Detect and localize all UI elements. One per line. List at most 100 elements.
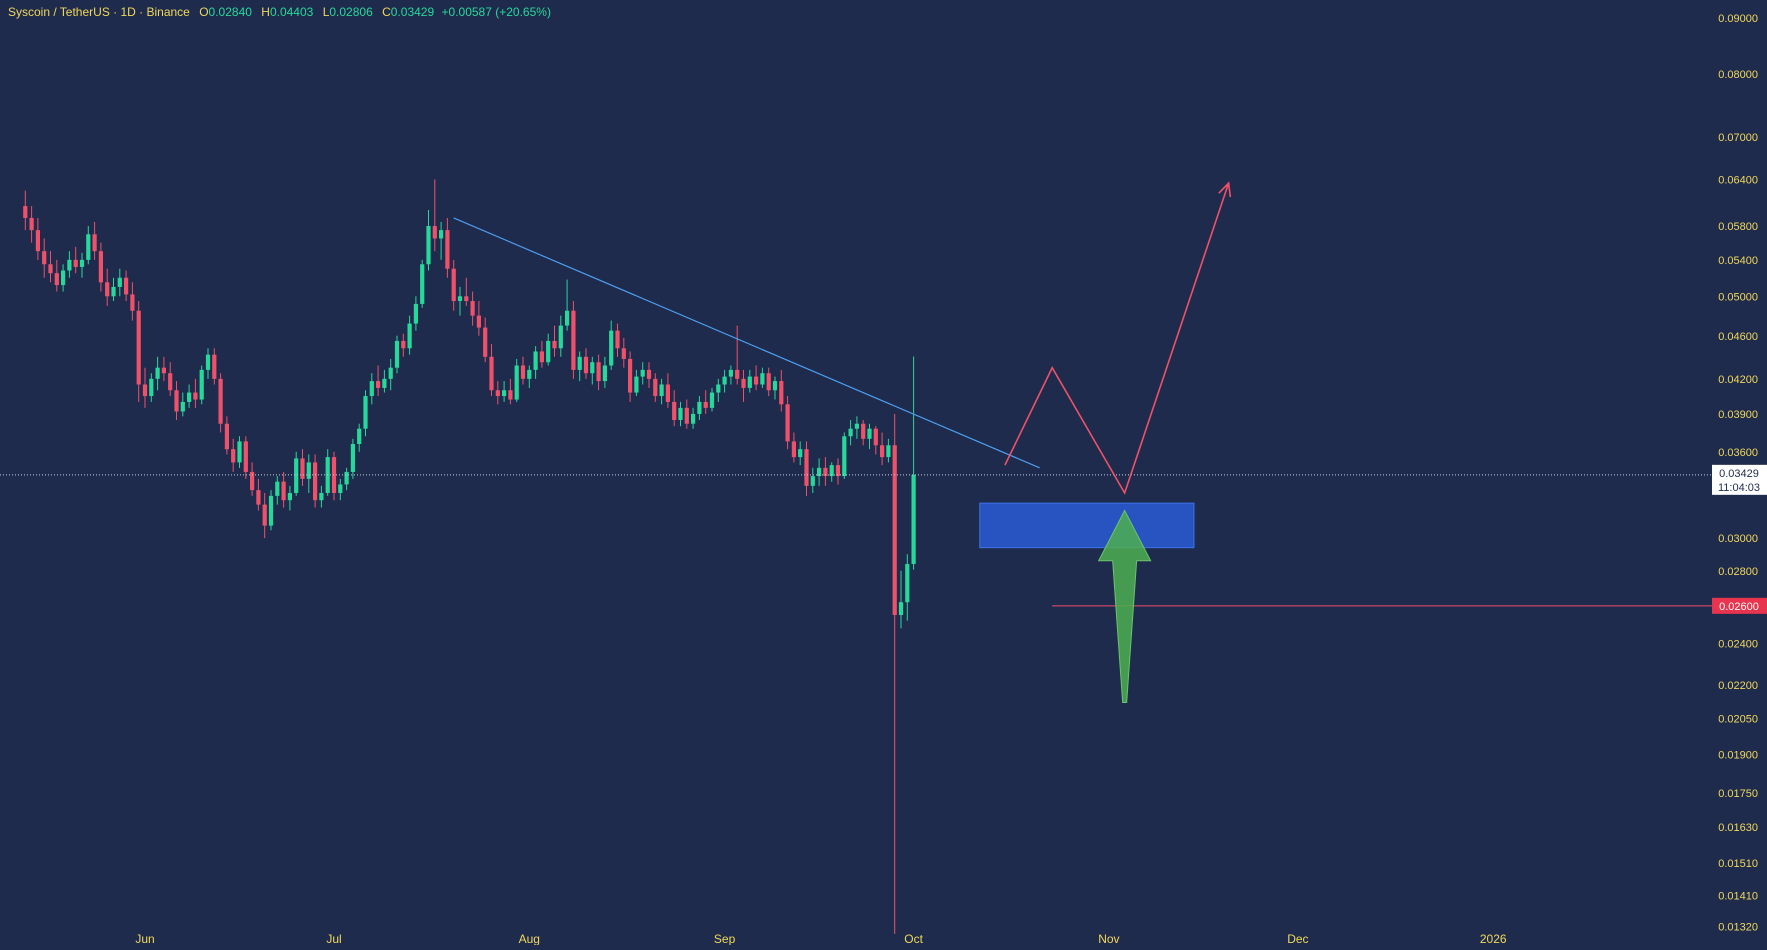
candle-body <box>306 462 311 479</box>
symbol-title: Syscoin / TetherUS · 1D · Binance <box>8 5 190 19</box>
price-tick-label: 0.01410 <box>1718 890 1758 902</box>
candle-body <box>256 490 261 505</box>
candle-body <box>653 378 658 397</box>
candle-body <box>79 259 85 267</box>
candle-body <box>262 504 267 526</box>
candle-body <box>539 351 544 363</box>
candle-body <box>520 365 526 379</box>
candle-body <box>407 323 412 349</box>
candle-body <box>911 474 916 565</box>
candle-body <box>439 230 444 239</box>
candle-body <box>558 325 563 349</box>
candle-body <box>615 330 620 349</box>
low-value: 0.02806 <box>329 5 373 19</box>
candle-body <box>470 301 475 316</box>
price-tick-label: 0.07000 <box>1718 132 1758 144</box>
candle-body <box>388 367 393 379</box>
candle-body <box>489 356 494 391</box>
candle-body <box>136 310 141 385</box>
level-price-tag <box>1712 597 1767 614</box>
candle-body <box>205 354 211 370</box>
high-value: 0.04403 <box>269 5 314 19</box>
projection-arrowhead <box>1218 181 1232 198</box>
price-tick-label: 0.08000 <box>1718 69 1758 81</box>
last-price-tag <box>1712 464 1767 495</box>
time-axis[interactable]: Jun Jul Aug Sep Oct Nov Dec 2026 <box>135 932 1507 946</box>
candle-body <box>880 445 885 458</box>
price-tick-label: 0.04200 <box>1718 374 1758 386</box>
candle-body <box>678 407 683 421</box>
price-tick-label: 0.03600 <box>1718 447 1758 459</box>
candle-body <box>508 390 513 400</box>
candle-body <box>905 564 910 603</box>
candle-body <box>92 234 97 252</box>
price-tick-label: 0.01900 <box>1718 749 1758 761</box>
candle-body <box>495 390 500 397</box>
candle-body <box>571 310 576 370</box>
candle-body <box>155 367 160 379</box>
candle-body <box>716 384 721 393</box>
candle-body <box>413 303 418 324</box>
candle-body <box>142 384 148 397</box>
candle-body <box>187 392 192 402</box>
candle-body <box>646 369 652 379</box>
price-tick-label: 0.02800 <box>1718 566 1758 578</box>
candle-body <box>703 401 708 408</box>
candle-body <box>124 277 129 295</box>
candle-body <box>105 282 110 297</box>
price-tick-label: 0.03000 <box>1718 533 1758 545</box>
trendline[interactable] <box>453 217 1040 469</box>
candle-body <box>886 445 891 458</box>
low-label: L <box>322 5 330 19</box>
time-tick-label: Dec <box>1287 932 1308 945</box>
candle-body <box>634 376 639 393</box>
candle-body <box>61 270 66 286</box>
candle-body <box>898 602 904 616</box>
candle-body <box>590 362 595 374</box>
candle-body <box>621 348 626 359</box>
candle-body <box>168 373 173 391</box>
price-tick-label: 0.03900 <box>1718 409 1758 421</box>
candle-body <box>420 264 425 304</box>
close-label: C <box>382 5 391 19</box>
candle-body <box>331 457 337 493</box>
candle-body <box>735 369 740 379</box>
projection-path[interactable] <box>1004 182 1230 495</box>
candle-body <box>174 390 179 412</box>
demand-zone[interactable] <box>979 502 1195 549</box>
candle-body <box>180 401 185 412</box>
candle-body <box>779 381 784 405</box>
candle-body <box>848 428 853 437</box>
candle-body <box>602 365 607 382</box>
candle-body <box>369 381 374 397</box>
candle-body <box>810 476 815 486</box>
level-price-value: 0.02600 <box>1719 601 1759 613</box>
candle-body <box>161 367 166 374</box>
candle-body <box>111 286 116 297</box>
candle-body <box>300 458 305 479</box>
time-tick-label: Nov <box>1098 932 1119 945</box>
candle-body <box>823 467 828 477</box>
candle-body <box>313 462 318 501</box>
candle-body <box>697 401 702 414</box>
price-tick-label: 0.02050 <box>1718 713 1758 725</box>
price-tick-label: 0.02200 <box>1718 680 1758 692</box>
candle-body <box>684 407 689 424</box>
price-tick-label: 0.01320 <box>1718 922 1758 934</box>
candle-body <box>275 481 280 496</box>
candle-body <box>867 428 872 439</box>
candle-body <box>552 340 557 349</box>
candle-body <box>130 294 135 311</box>
candle-body <box>376 381 381 388</box>
candle-body <box>319 492 324 501</box>
buy-arrow[interactable] <box>1097 509 1152 703</box>
price-axis[interactable]: 0.09000 0.08000 0.07000 0.06400 0.05800 0.054… <box>1718 13 1758 934</box>
candle-body <box>48 264 53 274</box>
candle-body <box>451 268 456 302</box>
change-value: +0.00587 (+20.65%) <box>441 5 551 19</box>
candle-body <box>665 384 670 402</box>
drawings-layer <box>0 181 1712 703</box>
